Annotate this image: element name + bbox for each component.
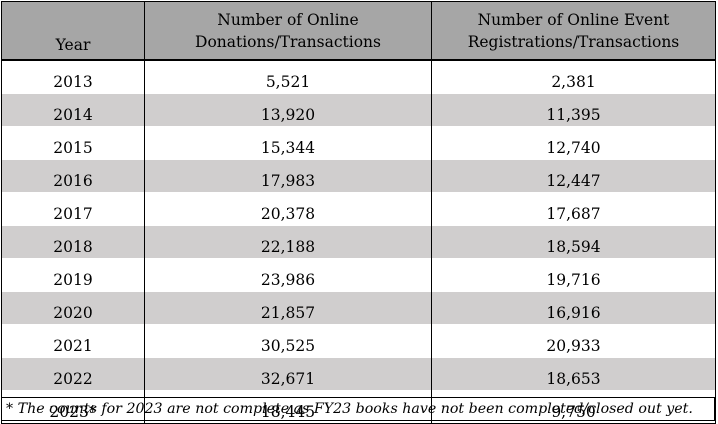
year-cell: 2021 — [1, 324, 145, 358]
table-row: 2013 5,521 2,381 — [1, 59, 716, 94]
donations-cell: 30,525 — [144, 324, 432, 358]
donations-cell: 20,378 — [144, 192, 432, 226]
registrations-cell: 20,933 — [431, 324, 716, 358]
registrations-cell: 11,395 — [431, 93, 716, 127]
year-cell: 2014 — [1, 93, 145, 127]
registrations-cell: 18,594 — [431, 225, 716, 259]
registrations-cell: 18,653 — [431, 357, 716, 391]
donations-cell: 13,920 — [144, 93, 432, 127]
year-cell: 2013 — [1, 59, 145, 94]
footnote: * The counts for 2023 are not complete a… — [1, 397, 715, 421]
year-cell: 2020 — [1, 291, 145, 325]
year-cell: 2015 — [1, 126, 145, 160]
table-row: 2015 15,344 12,740 — [1, 126, 716, 160]
registrations-cell: 16,916 — [431, 291, 716, 325]
registrations-cell: 17,687 — [431, 192, 716, 226]
table-row: 2014 13,920 11,395 — [1, 93, 716, 127]
year-cell: 2016 — [1, 159, 145, 193]
year-cell: 2019 — [1, 258, 145, 292]
table-row: 2022 32,671 18,653 — [1, 357, 716, 391]
year-cell: 2023* — [1, 390, 145, 424]
donations-cell: 5,521 — [144, 59, 432, 94]
donations-cell: 22,188 — [144, 225, 432, 259]
table-row: 2017 20,378 17,687 — [1, 192, 716, 226]
donations-cell: 23,986 — [144, 258, 432, 292]
table-body: 2013 5,521 2,381 2014 13,920 11,395 2015 15,344… — [1, 59, 716, 424]
registrations-column-header: Number of Online Event Registrations/Tra… — [431, 1, 716, 61]
registrations-cell: 12,740 — [431, 126, 716, 160]
table-row: 2020 21,857 16,916 — [1, 291, 716, 325]
donations-column-header: Number of Online Donations/Transactions — [144, 1, 432, 61]
registrations-cell: 12,447 — [431, 159, 716, 193]
table-row: 2023* 18,445 9,750 — [1, 390, 716, 424]
donations-cell: 21,857 — [144, 291, 432, 325]
year-cell: 2017 — [1, 192, 145, 226]
table-row: 2019 23,986 19,716 — [1, 258, 716, 292]
header-row: Year Number of Online Donations/Transact… — [1, 1, 716, 61]
donations-cell: 32,671 — [144, 357, 432, 391]
donations-cell: 15,344 — [144, 126, 432, 160]
table-row: 2016 17,983 12,447 — [1, 159, 716, 193]
year-cell: 2018 — [1, 225, 145, 259]
registrations-cell: 2,381 — [431, 59, 716, 94]
donations-cell: 17,983 — [144, 159, 432, 193]
year-column-header: Year — [1, 1, 145, 61]
registrations-cell: 19,716 — [431, 258, 716, 292]
year-cell: 2022 — [1, 357, 145, 391]
table-row: 2021 30,525 20,933 — [1, 324, 716, 358]
table-row: 2018 22,188 18,594 — [1, 225, 716, 259]
